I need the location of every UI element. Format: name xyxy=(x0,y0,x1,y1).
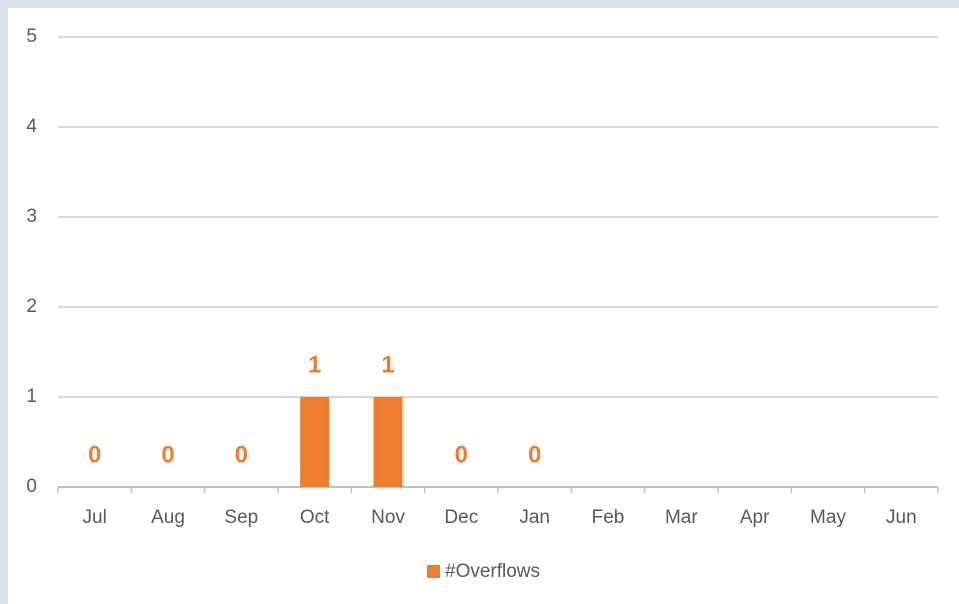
x-tick-label: Jun xyxy=(886,507,917,528)
data-label: 0 xyxy=(455,441,468,468)
x-tick-label: Oct xyxy=(300,507,330,528)
x-tick-label: Dec xyxy=(444,507,478,528)
data-label: 0 xyxy=(528,441,541,468)
data-label: 0 xyxy=(161,441,174,468)
x-tick-label: Nov xyxy=(371,507,405,528)
data-label: 0 xyxy=(88,441,101,468)
x-tick-label: Apr xyxy=(740,507,770,528)
data-label: 1 xyxy=(381,351,394,378)
x-tick-label: Sep xyxy=(224,507,258,528)
y-tick-label: 5 xyxy=(26,26,37,47)
x-tick-label: Feb xyxy=(592,507,625,528)
x-tick-label: May xyxy=(810,507,846,528)
bar xyxy=(373,397,403,487)
bar xyxy=(300,397,330,487)
legend-swatch xyxy=(427,565,440,578)
y-tick-label: 2 xyxy=(26,296,37,317)
data-label: 0 xyxy=(235,441,248,468)
y-tick-label: 1 xyxy=(26,386,37,407)
x-tick-label: Aug xyxy=(151,507,185,528)
legend-label: #Overflows xyxy=(445,561,540,582)
y-tick-label: 0 xyxy=(26,476,37,497)
y-tick-label: 4 xyxy=(26,116,37,137)
y-tick-label: 3 xyxy=(26,206,37,227)
x-tick-label: Jan xyxy=(519,507,550,528)
x-tick-label: Mar xyxy=(665,507,698,528)
x-tick-label: Jul xyxy=(83,507,107,528)
data-label: 1 xyxy=(308,351,321,378)
